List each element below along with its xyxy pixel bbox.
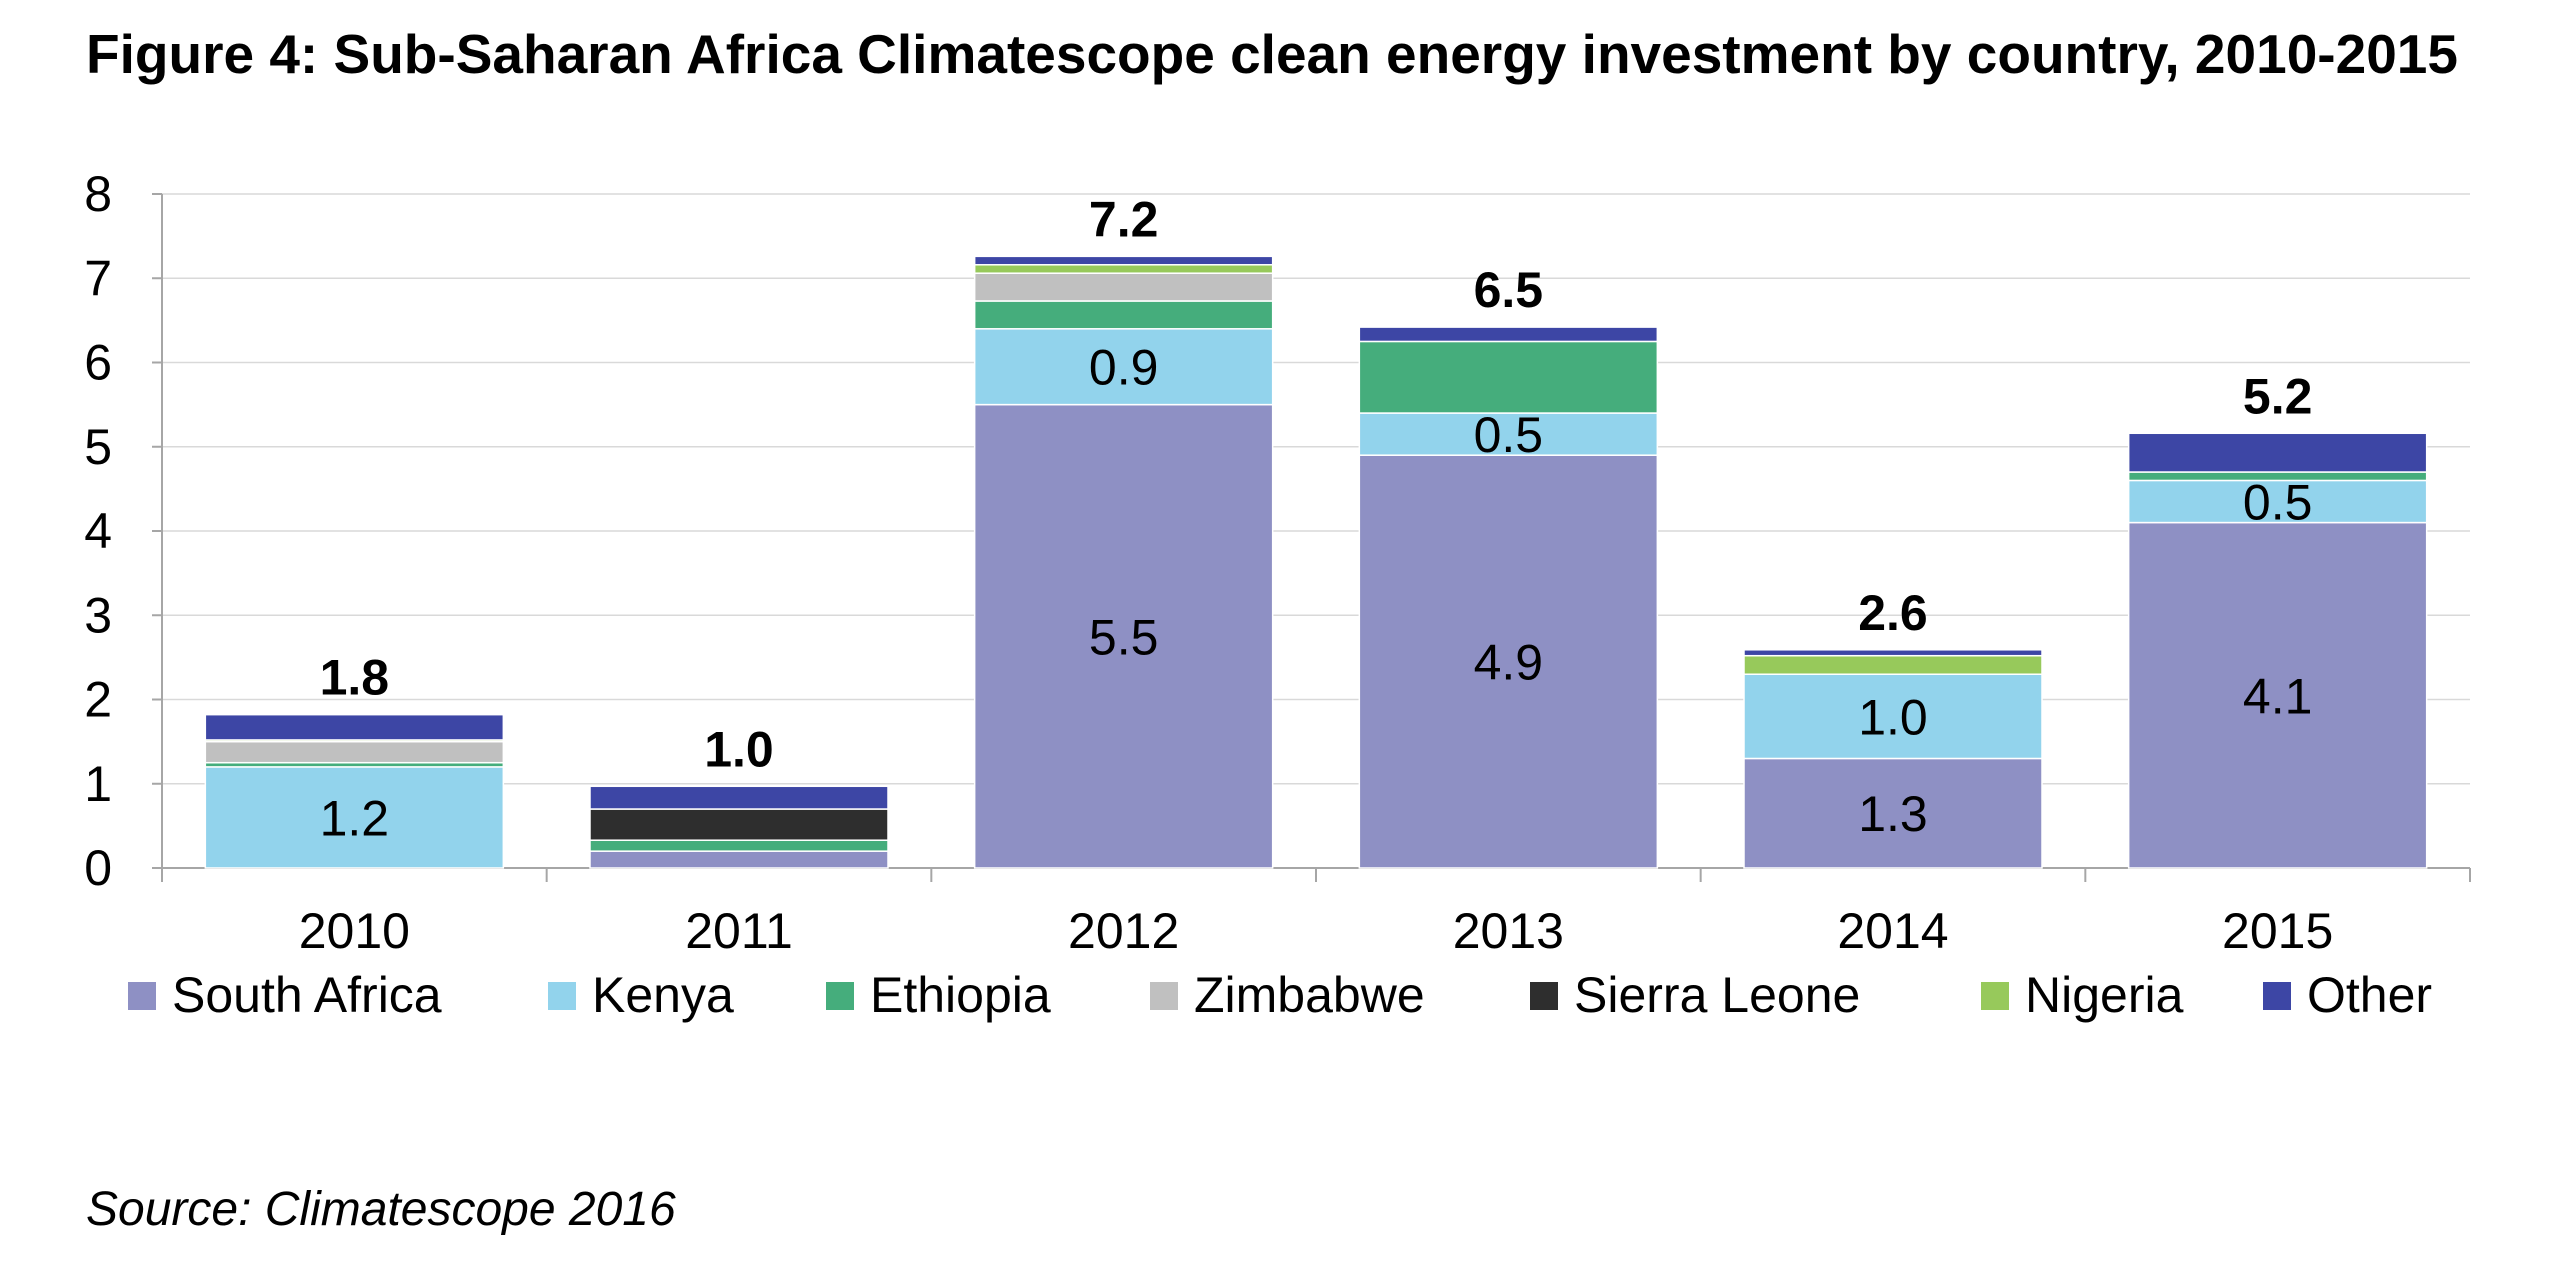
total-label: 5.2 [2243, 368, 2313, 424]
bar-segment [589, 808, 889, 841]
legend-label: Nigeria [2025, 967, 2184, 1023]
data-label: 1.0 [1858, 689, 1928, 745]
source-note: Source: Climatescope 2016 [86, 1183, 676, 1236]
x-tick-label: 2014 [1837, 903, 1948, 959]
data-label: 0.9 [1089, 340, 1159, 396]
legend-label: Sierra Leone [1574, 967, 1860, 1023]
bar-segment [589, 785, 889, 810]
legend-label: Other [2307, 967, 2432, 1023]
bar-segment [589, 839, 889, 852]
bar-segment [1358, 340, 1659, 414]
legend-swatch [548, 982, 576, 1010]
legend-label: South Africa [172, 967, 442, 1023]
bar-segment [2127, 432, 2428, 473]
bar-segment [1358, 454, 1659, 869]
y-tick-label: 2 [84, 672, 112, 728]
legend-swatch [128, 982, 156, 1010]
y-tick-label: 3 [84, 587, 112, 643]
bar-segment [973, 272, 1274, 302]
total-label: 6.5 [1474, 262, 1544, 318]
data-label: 0.5 [1474, 407, 1544, 463]
y-tick-label: 8 [84, 166, 112, 222]
y-tick-label: 1 [84, 756, 112, 812]
bar-segment [973, 264, 1274, 274]
legend-swatch [1150, 982, 1178, 1010]
x-tick-label: 2011 [685, 903, 793, 959]
y-tick-label: 6 [84, 335, 112, 391]
data-label: 5.5 [1089, 609, 1159, 665]
gridlines [162, 193, 2470, 785]
legend: South Africa Kenya Ethiopia Zimbabwe Sierra … [128, 967, 2432, 1023]
bar-segment [204, 766, 505, 869]
legend-label: Kenya [592, 967, 734, 1023]
total-label: 1.0 [704, 721, 774, 777]
y-tick-label: 5 [84, 419, 112, 475]
total-label: 7.2 [1089, 191, 1159, 247]
legend-swatch [2263, 982, 2291, 1010]
bar-segment [1743, 649, 2043, 657]
data-label: 4.1 [2243, 668, 2313, 724]
legend-swatch [1981, 982, 2009, 1010]
bars [204, 255, 2428, 869]
bar-segment [973, 403, 1274, 869]
x-tick-label: 2013 [1453, 903, 1564, 959]
bar-segment [1743, 673, 2043, 760]
chart-title: Figure 4: Sub-Saharan Africa Climatescop… [86, 23, 2458, 85]
bar-segment [589, 850, 889, 869]
data-label: 4.9 [1474, 635, 1544, 691]
bar-segment [204, 713, 505, 741]
x-tick-label: 2012 [1068, 903, 1179, 959]
y-tick-label: 7 [84, 250, 112, 306]
bar-segment [1358, 412, 1659, 456]
legend-label: Ethiopia [870, 967, 1051, 1023]
legend-swatch [826, 982, 854, 1010]
data-label: 0.5 [2243, 475, 2313, 531]
y-tick-label: 0 [84, 840, 112, 896]
bar-segment [1743, 654, 2043, 675]
bar-segment [2127, 479, 2428, 524]
x-tick-label: 2010 [299, 903, 410, 959]
bar-segment [973, 328, 1274, 406]
x-tick-label: 2015 [2222, 903, 2333, 959]
bar-segment [1743, 757, 2043, 869]
bar-segment [973, 255, 1274, 266]
data-labels: 1.2 1.8 1.0 5.5 0.9 7.2 4.9 0.5 6.5 1.3 1.0 2.6 4.1 0… [320, 191, 2313, 846]
bar-segment [973, 300, 1274, 330]
y-tick-label: 4 [84, 503, 112, 559]
data-label: 1.3 [1858, 786, 1928, 842]
total-label: 1.8 [320, 650, 390, 706]
data-label: 1.2 [320, 790, 390, 846]
axes: 0 1 2 3 4 5 6 7 8 2010 2011 2012 2013 2014 2015 [84, 166, 2471, 959]
legend-swatch [1530, 982, 1558, 1010]
bar-segment [1358, 326, 1659, 343]
bar-segment [2127, 521, 2428, 869]
bar-segment [204, 740, 505, 764]
total-label: 2.6 [1858, 585, 1928, 641]
legend-label: Zimbabwe [1194, 967, 1425, 1023]
